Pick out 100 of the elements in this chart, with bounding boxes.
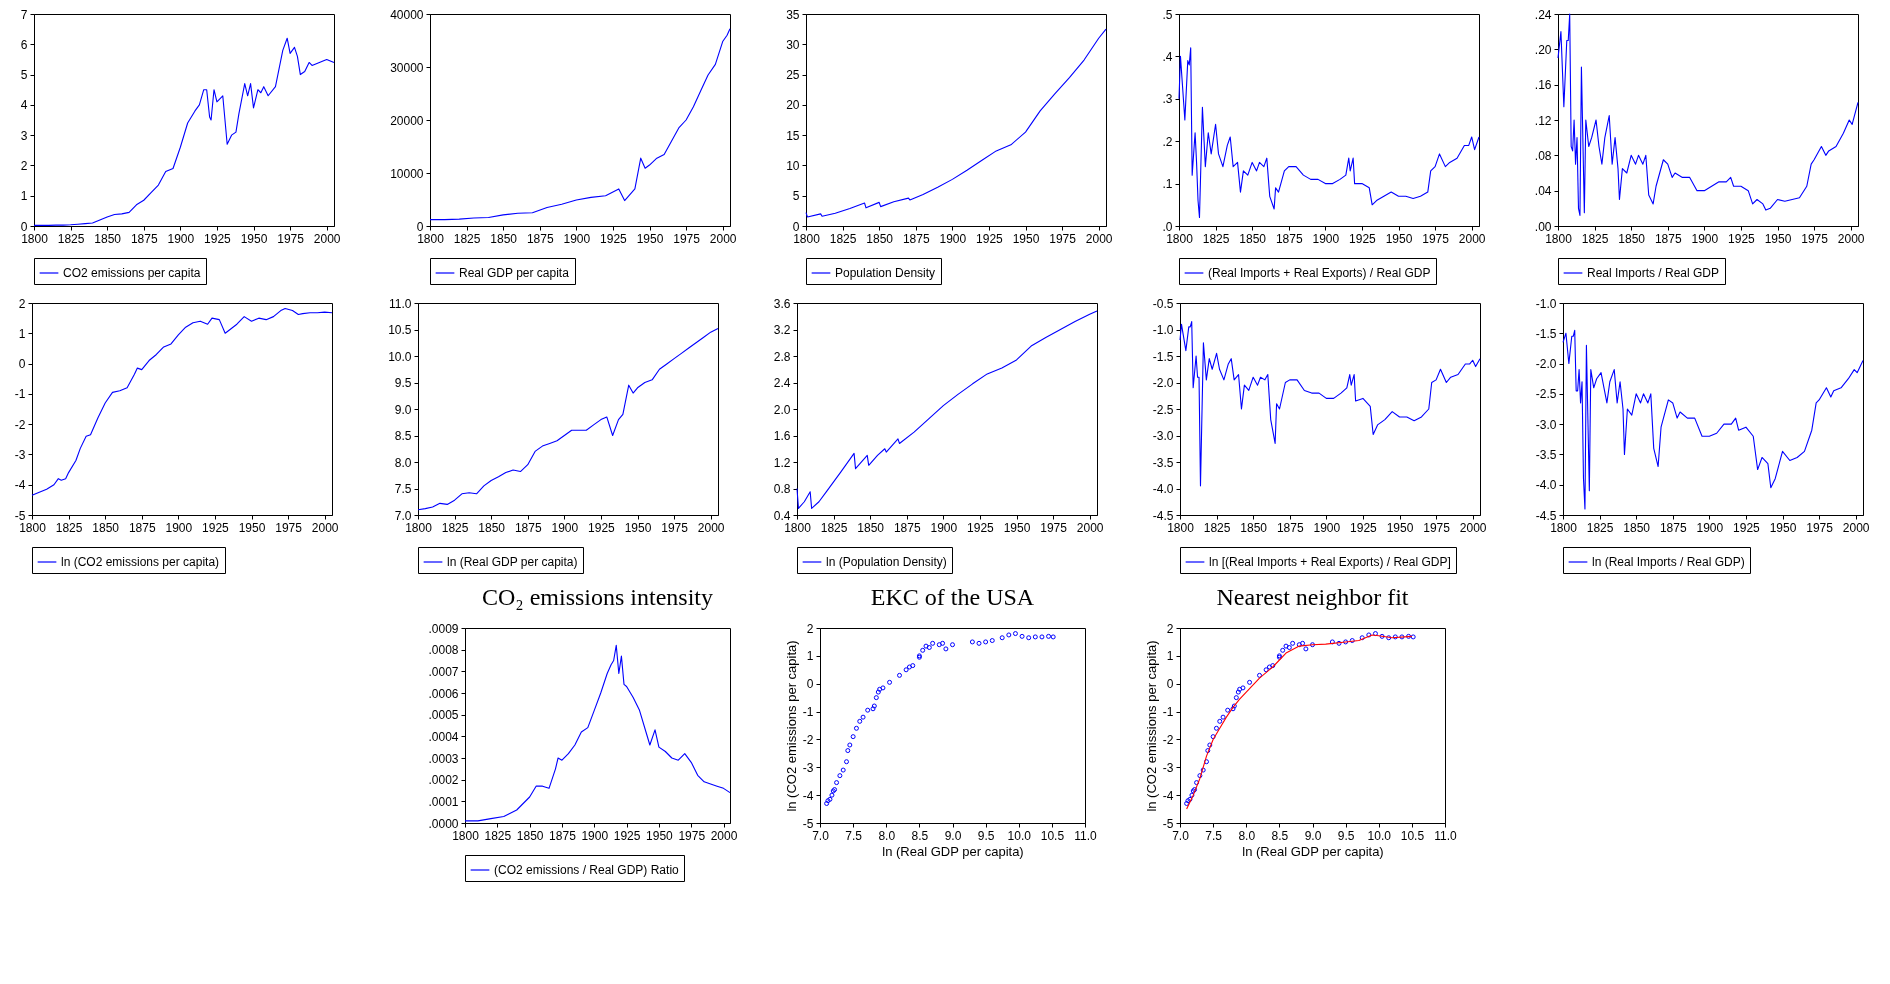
- line-series: [1562, 329, 1864, 510]
- x-tick-label: 1925: [203, 231, 231, 246]
- point: [950, 642, 955, 648]
- y-tick-label: 40000: [389, 7, 424, 22]
- y-tick-label: -1: [1162, 705, 1174, 720]
- point: [834, 780, 840, 786]
- point: [989, 638, 995, 644]
- y-tick-label: -3: [1162, 760, 1174, 775]
- x-tick-label: 1800: [1167, 520, 1195, 535]
- y-tick-label: .4: [1161, 49, 1173, 64]
- x-tick-label: 1875: [902, 231, 930, 246]
- x-tick-label: 1850: [1617, 231, 1645, 246]
- y-tick-label: 0: [18, 357, 26, 372]
- x-tick-label: 11.0: [1074, 828, 1098, 843]
- legend-label: ln (Real Imports / Real GDP): [1592, 555, 1745, 569]
- point: [1329, 639, 1335, 645]
- point: [1235, 689, 1241, 695]
- point: [1213, 725, 1219, 731]
- point: [1194, 780, 1200, 786]
- line-series: [1177, 47, 1480, 219]
- y-tick-label: 8.0: [394, 455, 412, 470]
- x-tick-label: 1800: [1550, 520, 1578, 535]
- y-tick-label: .0: [1161, 219, 1173, 234]
- y-tick-label: 15: [785, 128, 800, 143]
- y-tick-label: .0008: [428, 643, 459, 658]
- x-tick-label: 1925: [1350, 520, 1378, 535]
- y-tick-label: .0003: [428, 751, 459, 766]
- x-tick-label: 1850: [1240, 520, 1268, 535]
- y-tick-label: .20: [1534, 42, 1552, 57]
- point: [1220, 714, 1226, 720]
- x-tick-label: 9.5: [977, 828, 995, 843]
- x-tick-label: 2000: [697, 520, 725, 535]
- x-tick-label: 1950: [624, 520, 652, 535]
- y-tick-label: 30000: [389, 60, 424, 75]
- y-tick-label: 1: [20, 189, 28, 204]
- x-tick-label: 8.0: [878, 828, 896, 843]
- chart-title: Nearest neighbor fit: [1216, 584, 1409, 610]
- x-tick-label: 1950: [1012, 231, 1040, 246]
- y-tick-label: 10.0: [388, 349, 412, 364]
- point: [1310, 642, 1315, 648]
- x-tick-label: 1825: [484, 828, 512, 843]
- x-tick-label: 1875: [549, 828, 577, 843]
- x-tick-label: 1850: [1623, 520, 1651, 535]
- y-tick-label: 3: [20, 128, 28, 143]
- y-tick-label: 7.0: [394, 508, 412, 523]
- point: [1392, 634, 1398, 640]
- x-axis-title: ln (Real GDP per capita): [1242, 843, 1384, 859]
- point: [923, 643, 929, 649]
- point: [1270, 663, 1276, 669]
- x-tick-label: 1800: [19, 520, 47, 535]
- point: [1026, 635, 1032, 641]
- y-tick-label: -3.5: [1152, 455, 1174, 470]
- y-tick-label: 6: [20, 37, 28, 52]
- y-tick-label: .0007: [428, 664, 459, 679]
- x-tick-label: 2000: [1085, 231, 1113, 246]
- legend-label: (CO2 emissions / Real GDP) Ratio: [494, 863, 680, 877]
- point: [906, 664, 912, 670]
- x-tick-label: 7.5: [845, 828, 863, 843]
- y-tick-label: .5: [1161, 7, 1173, 22]
- x-tick-label: 1925: [975, 231, 1003, 246]
- y-tick-label: .0002: [428, 773, 459, 788]
- x-tick-label: 1825: [57, 231, 85, 246]
- legend-label: CO2 emissions per capita: [62, 266, 201, 280]
- y-tick-label: -4.0: [1152, 482, 1174, 496]
- legend-label: ln (Population Density): [826, 555, 947, 569]
- point: [860, 714, 866, 720]
- x-tick-label: 10.5: [1040, 828, 1065, 843]
- legend-label: Population Density: [834, 266, 935, 280]
- point: [930, 640, 936, 646]
- line-series: [1186, 634, 1413, 810]
- x-tick-label: 9.5: [1337, 828, 1355, 843]
- line-series: [796, 310, 1098, 509]
- y-tick-label: 9.5: [394, 376, 412, 390]
- y-tick-label: .1: [1161, 177, 1173, 192]
- x-tick-label: 1925: [588, 520, 616, 535]
- y-axis-title: ln (CO2 emissions per capita): [783, 640, 799, 812]
- x-tick-label: 1800: [20, 231, 48, 246]
- x-tick-label: 1975: [1423, 520, 1451, 535]
- x-tick-label: 2000: [311, 520, 339, 535]
- y-tick-label: .0000: [428, 816, 459, 831]
- y-tick-label: 2: [1166, 621, 1174, 636]
- x-tick-label: 1825: [1581, 231, 1609, 246]
- x-tick-label: 1975: [1421, 231, 1449, 246]
- point: [1207, 742, 1213, 748]
- legend-label: ln [(Real Imports + Real Exports) / Real GDP]: [1209, 555, 1451, 569]
- x-tick-label: 1975: [678, 828, 706, 843]
- point: [1349, 638, 1355, 644]
- y-tick-label: -4: [1162, 788, 1174, 803]
- y-tick-label: .0004: [428, 729, 459, 744]
- x-tick-label: 1800: [792, 231, 820, 246]
- y-tick-label: 5: [20, 68, 28, 83]
- point: [853, 725, 859, 731]
- x-tick-label: 2000: [1458, 231, 1486, 246]
- y-tick-label: -5: [1162, 816, 1174, 831]
- point: [1233, 695, 1239, 701]
- y-tick-label: -4.5: [1152, 508, 1174, 523]
- point: [1386, 635, 1392, 641]
- x-tick-label: 1950: [636, 231, 664, 246]
- x-tick-label: 1825: [820, 520, 848, 535]
- x-tick-label: 2000: [1842, 520, 1870, 535]
